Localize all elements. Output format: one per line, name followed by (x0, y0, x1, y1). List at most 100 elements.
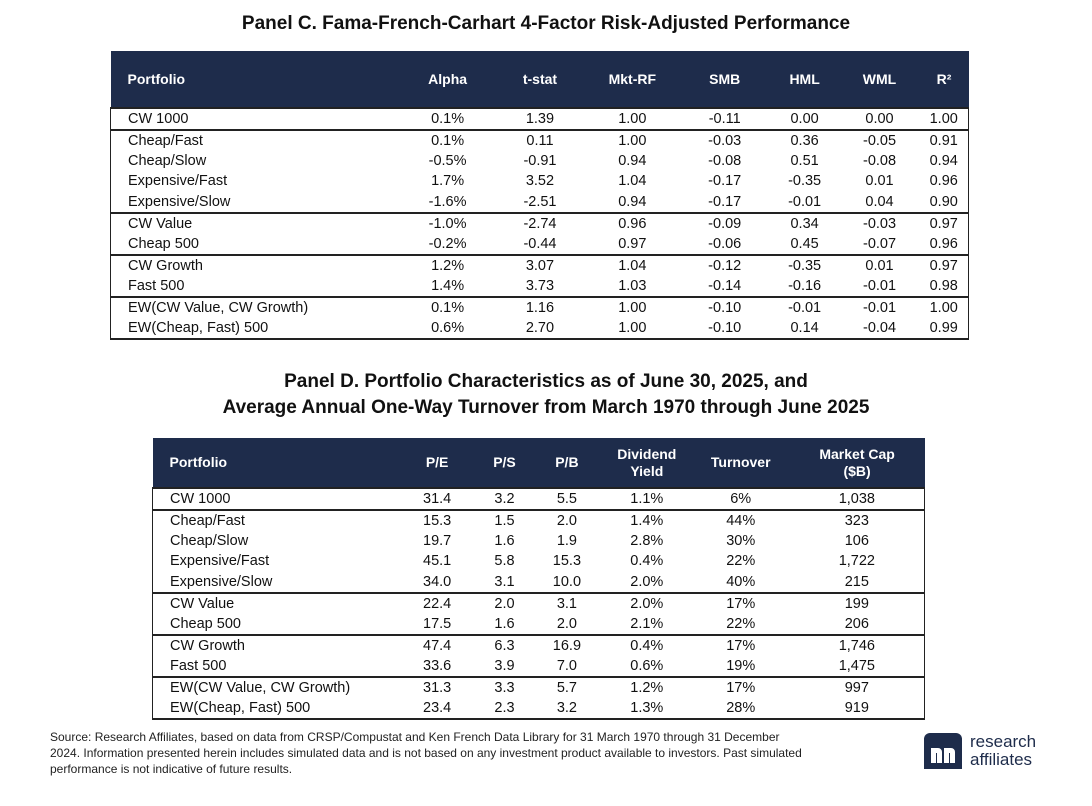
column-header-line: Dividend (617, 445, 677, 462)
portfolio-name-cell: Fast 500 (110, 275, 401, 297)
value-cell: 0.98 (919, 275, 970, 297)
value-cell: -0.10 (679, 317, 770, 340)
table-row: CW Growth 47.4 6.3 16.9 0.4% 17% 1,746 (152, 633, 925, 656)
value-cell: -1.0% (400, 211, 496, 234)
value-cell: 3.52 (525, 173, 555, 190)
value-cell: 3.07 (495, 253, 585, 276)
value-cell: -0.01 (862, 277, 897, 294)
value-cell: 47.4 (397, 633, 478, 656)
portfolio-name-cell: EW(CW Value, CW Growth) (152, 675, 398, 698)
value-cell: 1.6 (494, 533, 515, 550)
value-cell: 0.4% (630, 553, 664, 570)
column-header: Market Cap ($B) (789, 438, 925, 489)
value-cell: 1.00 (618, 111, 647, 127)
value-cell: 0.96 (919, 233, 970, 255)
column-header: P/S (477, 438, 532, 489)
value-cell: 7.0 (556, 657, 577, 674)
value-cell: 19.7 (423, 533, 452, 550)
value-cell: 2.0% (601, 591, 692, 614)
value-cell: 0.01 (865, 173, 894, 190)
column-header-line: Portfolio (169, 454, 228, 470)
portfolio-name-cell: Cheap/Slow (152, 531, 398, 552)
value-cell: -0.17 (708, 173, 742, 190)
value-cell: 1.7% (431, 173, 465, 190)
value-cell: 22% (726, 553, 756, 570)
value-cell: 2.0 (556, 615, 577, 632)
panel-c-table: Portfolio Alpha t-stat Mkt-RF SMB HML WML R² CW … (110, 51, 970, 340)
panel-d-title: Panel D. Portfolio Characteristics as of… (0, 369, 1092, 421)
table-row: Cheap 500 -0.2% -0.44 0.97 -0.06 0.45 -0.07 0.9… (110, 233, 970, 255)
portfolio-name-cell: Cheap 500 (110, 233, 401, 255)
value-cell: 5.5 (556, 491, 577, 507)
value-cell: 0.14 (769, 317, 840, 340)
value-cell: 1.4% (601, 509, 692, 531)
value-cell: -0.01 (769, 295, 840, 318)
portfolio-name-cell: Cheap/Fast (110, 129, 401, 151)
value-cell: 1.00 (919, 108, 970, 130)
value-cell: 0.01 (839, 253, 920, 276)
value-cell: -0.03 (679, 129, 770, 151)
portfolio-name-cell: Cheap/Fast (152, 509, 398, 531)
value-cell: -0.01 (788, 193, 822, 210)
value-cell: -2.74 (495, 211, 585, 234)
research-affiliates-logo: research affiliates (922, 729, 1057, 773)
portfolio-name-cell: Expensive/Fast (110, 171, 401, 192)
logo-text-line-2: affiliates (970, 750, 1033, 769)
value-cell: 0.00 (865, 111, 894, 127)
column-header: Mkt-RF (584, 51, 680, 109)
column-header: Dividend Yield (601, 438, 692, 489)
value-cell: -0.35 (769, 253, 840, 276)
value-cell: 1,746 (789, 633, 925, 656)
value-cell: 0.36 (769, 129, 840, 151)
value-cell: -0.11 (708, 111, 741, 127)
value-cell: 997 (789, 675, 925, 698)
value-cell: 44% (691, 509, 790, 531)
value-cell: -0.03 (839, 211, 920, 234)
table-row: Expensive/Slow -1.6% -2.51 0.94 -0.17 -0.01 0.… (110, 191, 970, 213)
column-header: P/B (531, 438, 602, 489)
value-cell: 2.0 (531, 509, 602, 531)
portfolio-name-cell: Expensive/Slow (152, 571, 398, 593)
value-cell: -0.08 (862, 153, 897, 170)
table-row: Cheap/Fast 0.1% 0.11 1.00 -0.03 0.36 -0.05 0.91 (110, 129, 970, 151)
value-cell: 106 (789, 531, 925, 552)
column-header: HML (769, 51, 840, 109)
table-row: Expensive/Fast 45.1 5.8 15.3 0.4% 22% 1,722 (152, 551, 925, 572)
value-cell: 17.5 (423, 615, 452, 632)
value-cell: -0.35 (788, 173, 822, 190)
column-header-line: P/B (555, 454, 579, 470)
value-cell: -0.07 (862, 235, 897, 252)
column-header-line: P/E (425, 454, 449, 470)
value-cell: 0.51 (790, 153, 819, 170)
value-cell: 45.1 (423, 553, 452, 570)
value-cell: 3.1 (531, 591, 602, 614)
value-cell: 5.7 (531, 675, 602, 698)
value-cell: 0.97 (919, 253, 970, 276)
value-cell: 1,722 (789, 551, 925, 572)
value-cell: 2.8% (630, 533, 664, 550)
value-cell: 215 (789, 571, 925, 593)
value-cell: 2.0 (477, 591, 532, 614)
value-cell: -0.44 (523, 235, 557, 252)
value-cell: -0.09 (679, 211, 770, 234)
value-cell: 2.70 (495, 317, 585, 340)
portfolio-name-cell: CW 1000 (110, 108, 401, 130)
value-cell: 3.3 (477, 675, 532, 698)
portfolio-name-cell: CW 1000 (152, 488, 398, 510)
value-cell: 0.94 (618, 153, 647, 170)
portfolio-name-cell: Expensive/Slow (110, 191, 401, 213)
value-cell: 1.16 (495, 295, 585, 318)
logo-text-line-1: research (970, 732, 1037, 751)
value-cell: 15.3 (397, 509, 478, 531)
value-cell: 0.11 (495, 129, 585, 151)
portfolio-name-cell: Expensive/Fast (152, 551, 398, 572)
value-cell: 17% (691, 591, 790, 614)
value-cell: 16.9 (531, 633, 602, 656)
value-cell: 15.3 (552, 553, 582, 570)
value-cell: 10.0 (552, 573, 582, 590)
value-cell: 1.5 (477, 509, 532, 531)
value-cell: 1.00 (584, 129, 680, 151)
value-cell: -0.06 (708, 235, 742, 252)
portfolio-name-cell: Fast 500 (152, 655, 398, 677)
table-row: CW Growth 1.2% 3.07 1.04 -0.12 -0.35 0.01 0.97 (110, 253, 970, 276)
